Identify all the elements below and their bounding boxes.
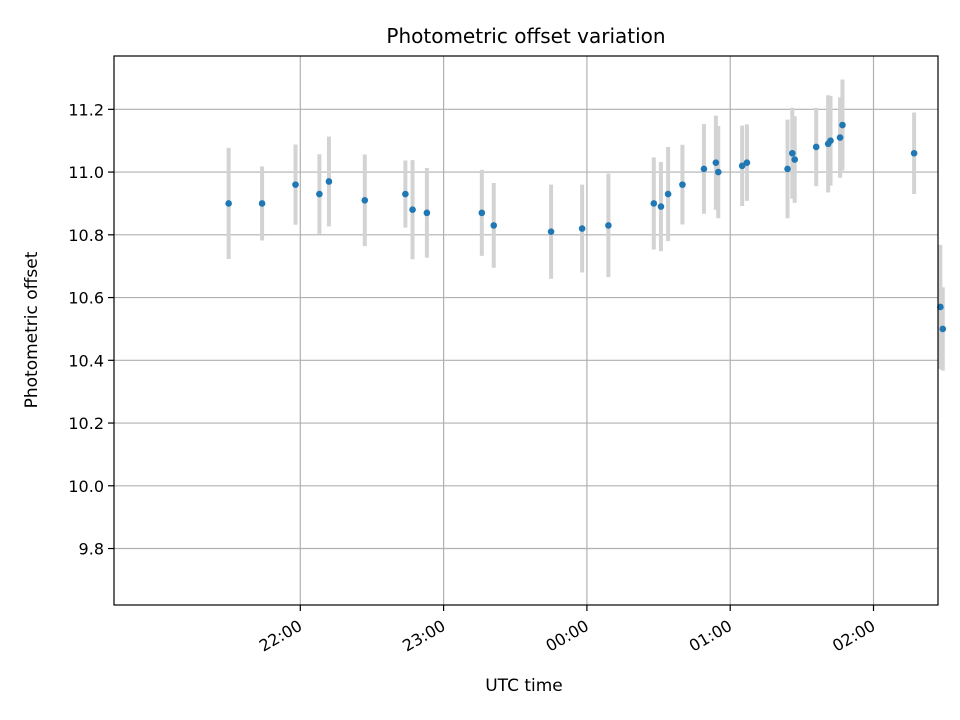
data-point: [578, 225, 586, 232]
y-tick-label: 9.8: [79, 540, 104, 559]
data-point: [827, 137, 834, 145]
x-axis-label: UTC time: [485, 676, 563, 696]
data-point: [679, 181, 686, 188]
data-point: [784, 165, 791, 173]
y-tick-label: 11.2: [68, 100, 104, 119]
data-point: [836, 134, 844, 141]
plot-frame: [113, 55, 939, 606]
y-axis-ticks: 9.8 10.0 10.2 10.4 10.6 10.8 11.0 11.2: [68, 100, 114, 559]
data-point: [789, 149, 796, 157]
y-axis-label: Photometric offset: [22, 251, 42, 408]
data-point: [657, 203, 665, 210]
data-point: [361, 197, 369, 204]
data-point: [738, 162, 746, 170]
data-point: [478, 209, 486, 217]
data-point: [423, 209, 431, 217]
data-point: [292, 181, 299, 188]
data-point: [402, 190, 409, 198]
data-point: [258, 200, 266, 207]
data-point: [225, 200, 232, 207]
data-point: [605, 222, 612, 229]
data-point: [316, 190, 323, 198]
data-point: [910, 149, 918, 157]
grid: [114, 56, 938, 605]
y-tick-label: 11.0: [68, 163, 104, 182]
y-tick-label: 10.4: [68, 351, 104, 370]
data-point: [664, 190, 672, 198]
chart-title: Photometric offset variation: [386, 24, 665, 48]
y-tick-label: 10.2: [68, 414, 104, 433]
data-point: [839, 121, 846, 129]
data-point: [650, 200, 658, 207]
data-points: [225, 121, 947, 333]
data-point: [937, 303, 944, 311]
data-point: [939, 325, 947, 333]
data-point: [812, 143, 820, 151]
y-tick-label: 10.0: [68, 477, 104, 496]
data-point: [547, 228, 555, 235]
data-point: [743, 159, 751, 166]
data-point: [325, 178, 333, 185]
data-point: [714, 168, 722, 176]
data-point: [700, 165, 708, 173]
data-point: [712, 159, 720, 166]
data-point: [791, 156, 798, 163]
data-point: [409, 206, 416, 214]
y-tick-label: 10.6: [68, 289, 104, 308]
data-point: [490, 222, 498, 229]
y-tick-label: 10.8: [68, 226, 104, 245]
